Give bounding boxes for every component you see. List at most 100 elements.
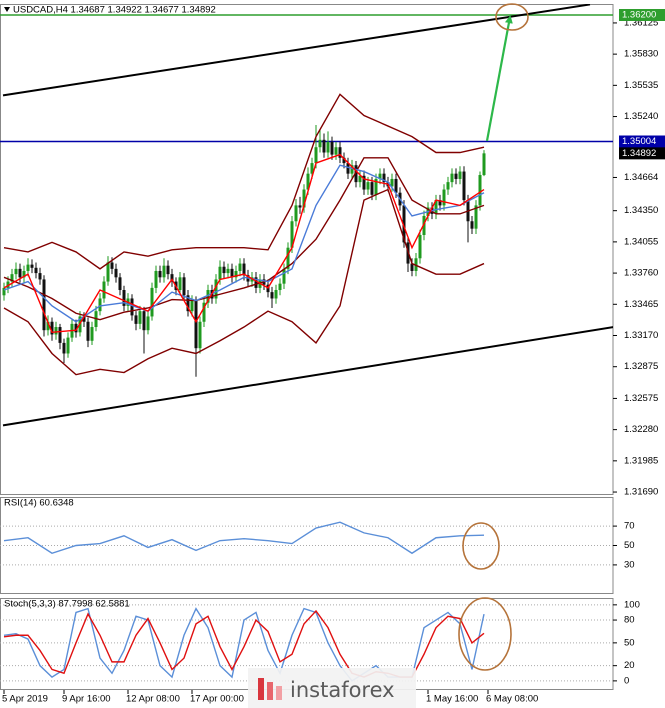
candle-body [446, 182, 450, 190]
y-tick-label: 1.32280 [624, 424, 658, 435]
x-tick-label: 5 Apr 2019 [2, 694, 48, 705]
y-tick-label: 50 [624, 540, 635, 551]
candle-body [62, 342, 66, 354]
candle-body [294, 205, 298, 222]
menu-triangle [4, 7, 10, 12]
candle-body [374, 178, 378, 195]
candle-body [230, 268, 234, 278]
candle-body [10, 274, 14, 282]
y-tick-label: 1.33760 [624, 268, 658, 279]
candle-body [206, 290, 210, 303]
candle-body [442, 189, 446, 206]
candle-body [6, 281, 10, 288]
candle-body [274, 290, 278, 299]
candle-body [98, 298, 102, 312]
candle-body [318, 139, 322, 148]
candle-body [470, 221, 474, 229]
panel-frame [0, 4, 614, 495]
candle-body [478, 175, 482, 206]
panel-title: USDCAD,H4 1.34687 1.34922 1.34677 1.3489… [13, 5, 216, 16]
y-tick-label: 1.34350 [624, 205, 658, 216]
x-tick-label: 6 May 08:00 [486, 694, 538, 705]
watermark-icon [276, 686, 282, 700]
watermark-icon [267, 682, 273, 700]
indicator-line [3, 188, 485, 376]
candle-body [146, 316, 150, 331]
candle-body [394, 178, 398, 193]
panel-title: RSI(14) 60.6348 [4, 498, 74, 509]
candle-body [270, 292, 274, 299]
candle-body [54, 327, 58, 335]
chart-layer: USDCAD,H4 1.34687 1.34922 1.34677 1.3489… [0, 4, 665, 705]
candle-body [142, 311, 146, 331]
candle-body [306, 173, 310, 190]
candle-body [182, 277, 186, 296]
candle-body [66, 337, 70, 354]
trend-line [2, 326, 613, 427]
candle-body [226, 268, 230, 274]
plot-area [0, 4, 613, 427]
candle-body [138, 311, 142, 324]
candle-body [454, 173, 458, 179]
candle-body [358, 175, 362, 183]
candle-body [314, 147, 318, 164]
y-tick-label: 20 [624, 660, 635, 671]
price-label-box [619, 147, 665, 160]
candle-body [170, 274, 174, 282]
candle-body [46, 321, 50, 331]
candle-body [298, 205, 302, 208]
candle-body [342, 157, 346, 164]
candle-body [14, 268, 18, 275]
candle-body [390, 178, 394, 187]
indicator-line [3, 153, 485, 334]
candle-body [402, 205, 406, 243]
candle-body [450, 173, 454, 183]
price-label-box [619, 135, 665, 148]
y-tick-label: 50 [624, 637, 635, 648]
candle-body [178, 277, 182, 291]
candle-body [326, 141, 330, 153]
candle-body [350, 165, 354, 174]
candle-body [106, 262, 110, 282]
candle-body [58, 327, 62, 343]
candle-body [302, 189, 306, 208]
candle-body [418, 235, 422, 259]
x-tick-label: 17 Apr 00:00 [190, 694, 244, 705]
candle-body [202, 302, 206, 322]
candle-body [378, 173, 382, 179]
candle-body [242, 263, 246, 276]
candle-body [334, 147, 338, 155]
candle-body [82, 316, 86, 322]
candle-body [218, 266, 222, 280]
y-tick-label: 1.31690 [624, 487, 658, 498]
indicator-line [3, 521, 485, 555]
candle-body [354, 165, 358, 183]
plot-area [0, 521, 613, 566]
candle-body [346, 163, 350, 174]
candle-body [118, 277, 122, 291]
y-tick-label: 30 [624, 559, 635, 570]
candle-body [154, 270, 158, 288]
candle-body [42, 279, 46, 331]
y-tick-label: 1.35830 [624, 49, 658, 60]
candle-body [86, 321, 90, 341]
candle-body [282, 268, 286, 284]
price-label-box [619, 9, 665, 22]
candle-body [474, 205, 478, 229]
candle-body [150, 287, 154, 317]
y-tick-label: 1.35240 [624, 111, 658, 122]
y-tick-label: 1.32875 [624, 361, 658, 372]
candle-body [186, 295, 190, 312]
candle-body [130, 298, 134, 316]
candle-body [382, 173, 386, 183]
target-arrow [485, 15, 513, 142]
candle-body [114, 268, 118, 278]
candle-body [134, 315, 138, 324]
price-label: 1.35004 [622, 136, 656, 147]
y-tick-label: 1.32575 [624, 393, 658, 404]
candle-body [366, 182, 370, 190]
candle-body [198, 321, 202, 349]
watermark-icon [258, 678, 264, 700]
